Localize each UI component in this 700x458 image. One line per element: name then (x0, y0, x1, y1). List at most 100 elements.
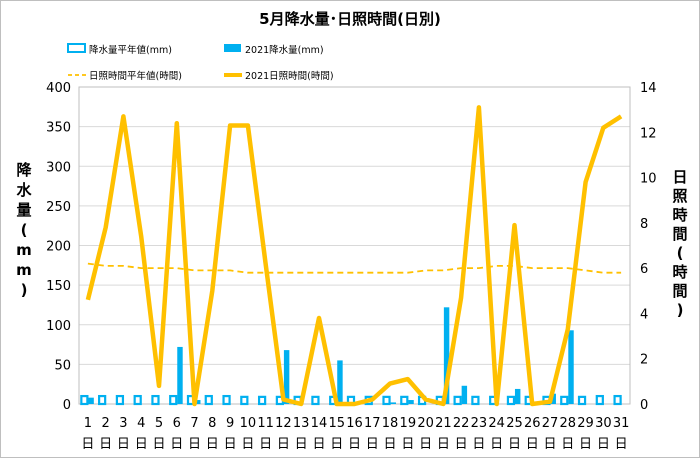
right-tick-label: 8 (640, 217, 648, 232)
precip-bar (461, 385, 468, 404)
x-tick-label: 28 (560, 416, 577, 431)
normal-precip-bar (613, 394, 622, 406)
x-tick-label: 22 (453, 416, 470, 431)
x-tick-unit: 日 (348, 437, 361, 452)
x-tick-unit: 日 (419, 437, 432, 452)
x-tick-label: 24 (488, 416, 505, 431)
normal-precip-bar (577, 395, 587, 406)
left-tick-label: 0 (63, 398, 71, 413)
normal-precip-bar (151, 394, 160, 406)
right-tick-label: 6 (640, 262, 648, 277)
normal-precip-bar (133, 394, 142, 406)
right-axis-title-char: 照 (672, 187, 687, 205)
x-tick-unit: 日 (401, 437, 414, 452)
x-tick-label: 18 (382, 416, 399, 431)
precip-bar (177, 346, 183, 404)
x-tick-label: 16 (346, 416, 363, 431)
precip-bar (88, 397, 94, 404)
chart-title: 5月降水量･日照時間(日別) (259, 10, 441, 28)
x-tick-unit: 日 (544, 437, 557, 452)
normal-precip-bar (115, 394, 125, 406)
left-tick-label: 250 (46, 200, 71, 215)
left-tick-label: 100 (46, 319, 71, 334)
x-tick-unit: 日 (135, 437, 148, 452)
x-tick-label: 8 (208, 416, 216, 431)
left-axis-title-char: ) (21, 281, 28, 299)
right-tick-label: 12 (640, 126, 657, 141)
normal-precip-bar (240, 395, 249, 406)
x-tick-label: 9 (226, 416, 234, 431)
left-axis-title-char: 降 (16, 161, 32, 179)
x-tick-label: 7 (190, 416, 198, 431)
right-axis-title-char: 間 (672, 282, 687, 300)
normal-precip-bar (400, 395, 409, 406)
x-tick-label: 15 (328, 416, 345, 431)
right-tick-label: 4 (640, 307, 648, 322)
x-tick-label: 12 (275, 416, 292, 431)
right-tick-label: 14 (640, 81, 657, 96)
left-axis-title-char: 水 (16, 181, 32, 199)
legend-label: 2021日照時間(時間) (245, 71, 334, 82)
x-tick-unit: 日 (526, 437, 539, 452)
right-tick-label: 10 (640, 172, 657, 187)
x-tick-unit: 日 (206, 437, 219, 452)
x-tick-unit: 日 (117, 437, 130, 452)
x-tick-unit: 日 (508, 437, 521, 452)
x-tick-label: 19 (400, 416, 417, 431)
x-tick-label: 6 (173, 416, 181, 431)
x-tick-unit: 日 (490, 437, 503, 452)
normal-precip-bar (506, 395, 516, 406)
legend-label: 日照時間平年値(時間) (89, 70, 182, 82)
x-tick-label: 21 (435, 416, 452, 431)
normal-precip-bar (382, 395, 391, 406)
x-tick-unit: 日 (277, 437, 290, 452)
precip-bar (283, 350, 290, 404)
x-tick-unit: 日 (312, 437, 325, 452)
x-tick-label: 5 (155, 416, 163, 431)
x-tick-label: 29 (577, 416, 594, 431)
left-axis-title-char: m (16, 261, 32, 279)
precip-bar (408, 400, 414, 404)
normal-precip-bar (80, 394, 89, 406)
left-axis-title-char: 量 (16, 201, 31, 219)
left-tick-label: 50 (54, 358, 71, 373)
precip-bar (195, 400, 201, 404)
left-axis-title-char: ( (21, 221, 28, 239)
left-tick-label: 150 (46, 279, 71, 294)
x-tick-label: 14 (311, 416, 328, 431)
x-tick-unit: 日 (366, 437, 379, 452)
x-tick-unit: 日 (437, 437, 450, 452)
x-tick-label: 1 (84, 416, 92, 431)
left-axis-title-char: m (16, 241, 32, 259)
normal-sunshine-line (87, 262, 622, 274)
x-tick-unit: 日 (188, 437, 201, 452)
x-tick-unit: 日 (170, 437, 183, 452)
normal-precip-bar (595, 394, 604, 406)
right-axis-title-char: 時 (672, 206, 687, 224)
x-tick-label: 13 (293, 416, 310, 431)
x-tick-unit: 日 (579, 437, 592, 452)
x-tick-unit: 日 (455, 437, 468, 452)
x-tick-label: 25 (506, 416, 523, 431)
x-tick-unit: 日 (99, 437, 112, 452)
right-axis-title-char: ( (677, 244, 684, 262)
normal-precip-bar (222, 394, 231, 406)
precip-bar (337, 360, 343, 404)
normal-precip-bar (169, 394, 178, 406)
x-tick-label: 11 (257, 416, 274, 431)
left-tick-label: 200 (46, 240, 71, 255)
x-tick-label: 17 (364, 416, 381, 431)
right-axis-title-char: 日 (672, 168, 687, 186)
x-tick-label: 23 (471, 416, 488, 431)
legend-label: 降水量平年値(mm) (89, 44, 172, 56)
normal-precip-bar (471, 395, 480, 406)
precip-bar (568, 330, 574, 404)
left-tick-label: 350 (46, 121, 71, 136)
normal-precip-bar (204, 394, 213, 406)
x-tick-unit: 日 (152, 437, 165, 452)
x-tick-label: 20 (417, 416, 434, 431)
x-tick-label: 3 (119, 416, 127, 431)
x-tick-unit: 日 (330, 437, 343, 452)
precip-bar (443, 307, 450, 404)
